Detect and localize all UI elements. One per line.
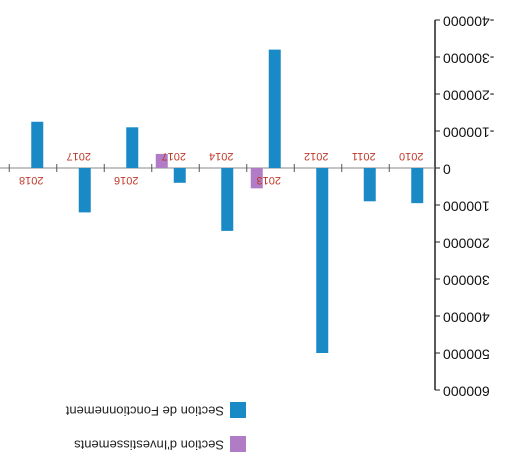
x-tick-label: 2017	[162, 150, 186, 162]
y-tick-label: -300000	[443, 50, 495, 66]
x-tick-label: 2011	[352, 150, 376, 162]
bar	[155, 153, 168, 168]
x-tick-label: 2010	[399, 150, 423, 162]
bar	[316, 168, 329, 353]
x-tick-label: 2016	[114, 174, 138, 186]
legend-label: Section de Fonctionnement	[65, 404, 224, 419]
x-tick-label: 2014	[209, 150, 233, 162]
x-tick-label: 2017	[67, 150, 91, 162]
legend-swatch	[230, 402, 246, 418]
y-tick-label: 500000	[443, 346, 490, 362]
bar	[173, 168, 186, 183]
legend-label: Section d'Investissements	[74, 438, 224, 453]
bar	[268, 49, 281, 168]
bar	[31, 121, 44, 168]
x-tick-label: 2018	[19, 174, 43, 186]
y-tick-label: 0	[443, 161, 451, 177]
x-tick-label: 2012	[304, 150, 328, 162]
bar	[363, 168, 376, 202]
bar	[78, 168, 91, 213]
y-tick-label: -200000	[443, 87, 495, 103]
y-tick-label: 200000	[443, 235, 490, 251]
bar	[411, 168, 424, 204]
y-tick-label: -100000	[443, 124, 495, 140]
y-tick-label: -400000	[443, 13, 495, 29]
y-tick-label: 100000	[443, 198, 490, 214]
y-tick-label: 300000	[443, 272, 490, 288]
bar	[126, 127, 139, 168]
y-tick-label: 400000	[443, 309, 490, 325]
y-tick-label: 600000	[443, 383, 490, 399]
bar	[221, 168, 234, 231]
bar	[250, 168, 263, 189]
legend-swatch	[230, 436, 246, 452]
x-tick-label: 2013	[257, 174, 281, 186]
